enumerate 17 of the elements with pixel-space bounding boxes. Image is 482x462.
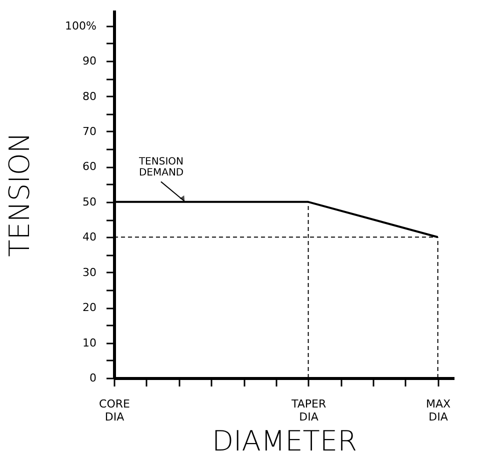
- y-axis-title: TENSION: [3, 132, 36, 257]
- y-tick-label: 30: [82, 266, 96, 279]
- y-tick-label: 100%: [65, 19, 96, 32]
- y-tick-label: 20: [82, 301, 96, 314]
- y-tick-label: 80: [82, 90, 96, 103]
- x-axis-title: DIAMETER: [212, 424, 358, 458]
- x-tick-label: MAX DIA: [426, 398, 452, 424]
- x-tick-label: TAPER DIA: [290, 398, 326, 424]
- y-tick-label: 10: [82, 336, 96, 350]
- y-tick-label: 70: [82, 124, 96, 138]
- y-tick-label: 60: [82, 160, 96, 174]
- y-tick-label: 40: [82, 230, 96, 244]
- y-tick-label: 50: [82, 195, 96, 208]
- y-tick-label: 90: [82, 54, 96, 68]
- annotation: TENSION DEMAND: [138, 156, 184, 179]
- x-tick-label: CORE DIA: [99, 398, 130, 424]
- y-tick-label: 0: [90, 372, 96, 384]
